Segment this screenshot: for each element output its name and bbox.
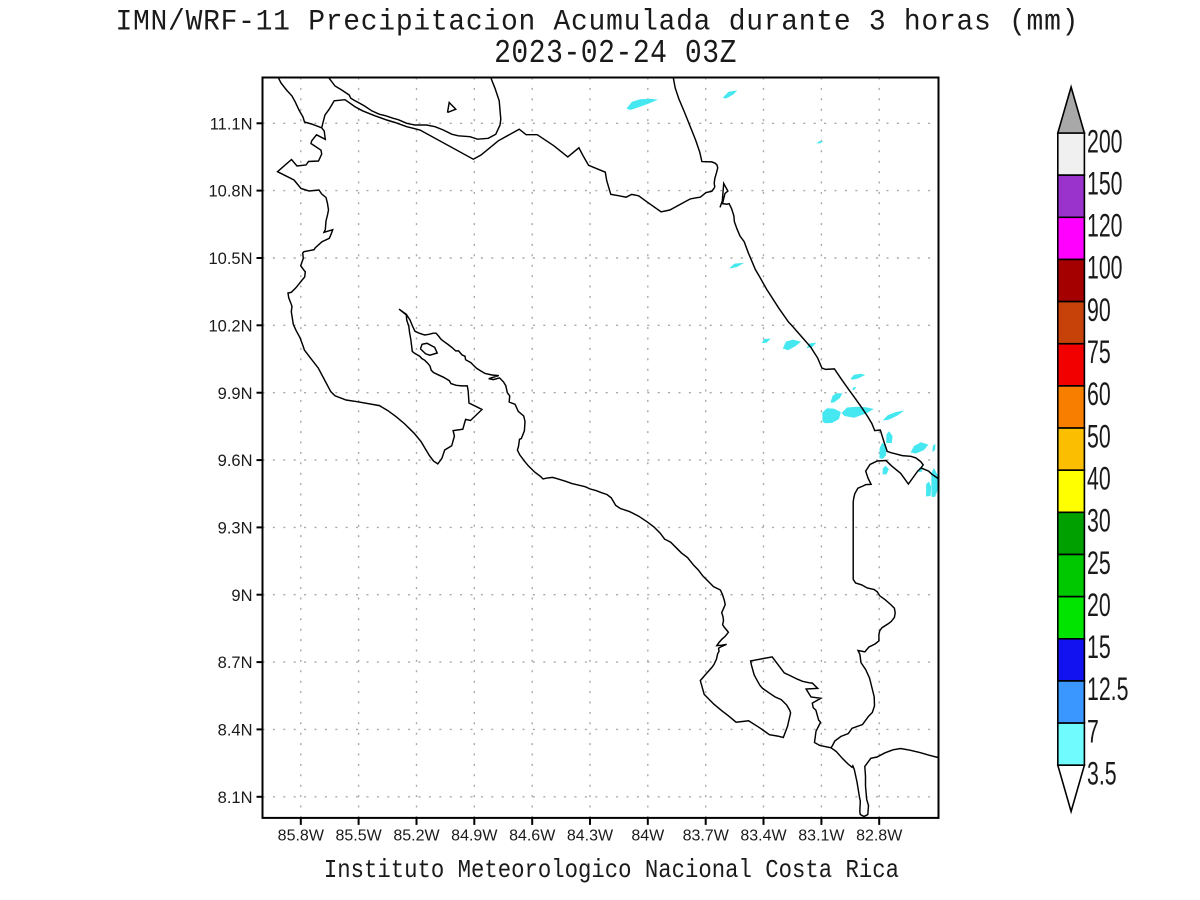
svg-text:11.1N: 11.1N [210,115,253,133]
svg-text:8.4N: 8.4N [218,722,253,740]
svg-text:IMN/WRF-11 Precipitacion Acumu: IMN/WRF-11 Precipitacion Acumulada duran… [115,5,1079,39]
svg-text:75: 75 [1087,334,1111,370]
svg-text:84.9W: 84.9W [451,828,498,845]
svg-text:25: 25 [1087,544,1111,580]
svg-text:83.1W: 83.1W [798,828,845,845]
svg-text:3.5: 3.5 [1087,755,1117,791]
svg-text:9.6N: 9.6N [218,452,253,470]
svg-text:85.2W: 85.2W [393,828,440,845]
svg-text:85.5W: 85.5W [335,828,382,845]
svg-text:200: 200 [1087,123,1123,159]
svg-text:7: 7 [1087,713,1099,749]
svg-text:8.1N: 8.1N [218,789,253,807]
svg-text:83.4W: 83.4W [740,828,787,845]
svg-text:90: 90 [1087,291,1111,327]
svg-text:82.8W: 82.8W [856,828,903,845]
svg-text:120: 120 [1087,207,1123,243]
svg-text:20: 20 [1087,587,1111,623]
svg-text:84.6W: 84.6W [509,828,556,845]
svg-text:83.7W: 83.7W [683,828,730,845]
svg-text:50: 50 [1087,418,1111,454]
svg-text:8.7N: 8.7N [218,654,253,672]
svg-text:12.5: 12.5 [1087,671,1128,707]
svg-text:30: 30 [1087,502,1111,538]
svg-text:84.3W: 84.3W [567,828,614,845]
svg-text:9N: 9N [231,587,252,605]
svg-text:9.3N: 9.3N [218,520,253,538]
svg-text:Instituto Meteorologico Nacion: Instituto Meteorologico Nacional Costa R… [324,857,899,886]
svg-text:150: 150 [1087,165,1123,201]
svg-text:15: 15 [1087,629,1111,665]
svg-text:60: 60 [1087,376,1111,412]
svg-text:10.5N: 10.5N [208,250,252,268]
svg-text:84W: 84W [631,828,665,845]
svg-text:2023-02-24 03Z: 2023-02-24 03Z [494,36,737,73]
svg-text:10.2N: 10.2N [208,317,252,335]
svg-text:85.8W: 85.8W [278,828,325,845]
svg-text:40: 40 [1087,460,1111,496]
svg-text:100: 100 [1087,249,1123,285]
svg-text:9.9N: 9.9N [218,385,253,403]
svg-text:10.8N: 10.8N [208,183,252,201]
